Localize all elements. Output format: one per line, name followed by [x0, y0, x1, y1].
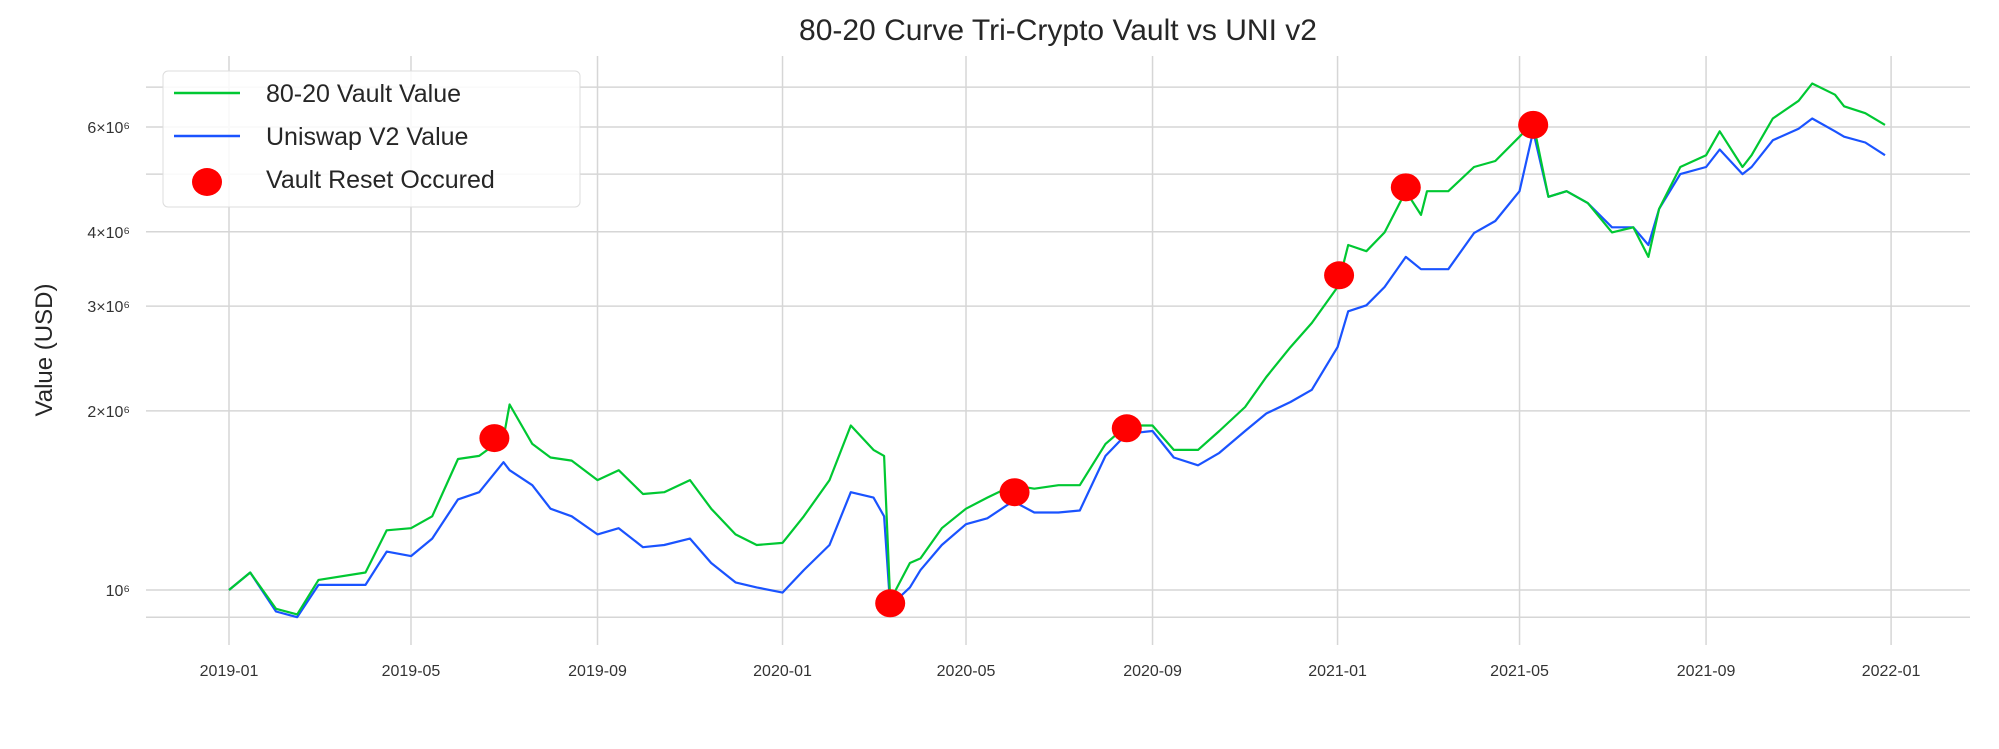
reset-marker	[1324, 261, 1355, 290]
y-tick-label: 10⁶	[106, 583, 130, 600]
y-tick-label: 3×10⁶	[87, 299, 130, 316]
x-tick-labels: 2019-01 2019-05 2019-09 2020-01 2020-05 2020-…	[200, 663, 1921, 680]
x-tick-label: 2021-09	[1677, 663, 1736, 680]
y-tick-labels: 10⁶ 2×10⁶ 3×10⁶ 4×10⁶ 6×10⁶	[87, 120, 130, 600]
reset-marker	[1111, 414, 1142, 443]
y-axis-label: Value (USD)	[31, 284, 58, 417]
series-lines	[228, 82, 1886, 619]
series-line-uniswap	[228, 117, 1886, 619]
x-tick-label: 2020-09	[1123, 663, 1182, 680]
legend-box	[162, 70, 581, 208]
x-tick-label: 2019-05	[382, 663, 441, 680]
reset-marker	[479, 424, 510, 453]
chart-title: 80-20 Curve Tri-Crypto Vault vs UNI v2	[799, 14, 1317, 47]
legend-label-vault: 80-20 Vault Value	[266, 80, 461, 108]
reset-markers	[479, 110, 1549, 618]
legend: 80-20 Vault Value Uniswap V2 Value Vault…	[162, 70, 581, 208]
legend-label-reset: Vault Reset Occured	[266, 166, 495, 194]
reset-marker	[1390, 173, 1421, 202]
x-tick-label: 2019-01	[200, 663, 259, 680]
reset-marker	[999, 478, 1030, 507]
reset-marker	[875, 589, 906, 618]
x-tick-label: 2021-05	[1490, 663, 1549, 680]
x-tick-label: 2021-01	[1308, 663, 1367, 680]
reset-marker	[1518, 110, 1549, 139]
legend-swatch-reset	[192, 168, 222, 196]
y-tick-label: 6×10⁶	[87, 120, 130, 137]
series-line-vault	[228, 82, 1886, 616]
x-tick-label: 2020-05	[937, 663, 996, 680]
x-tick-label: 2019-09	[568, 663, 627, 680]
gridlines	[146, 56, 1970, 645]
x-tick-label: 2020-01	[753, 663, 812, 680]
legend-label-uniswap: Uniswap V2 Value	[266, 123, 468, 151]
y-tick-label: 2×10⁶	[87, 404, 130, 421]
y-tick-label: 4×10⁶	[87, 225, 130, 242]
x-tick-label: 2022-01	[1862, 663, 1921, 680]
